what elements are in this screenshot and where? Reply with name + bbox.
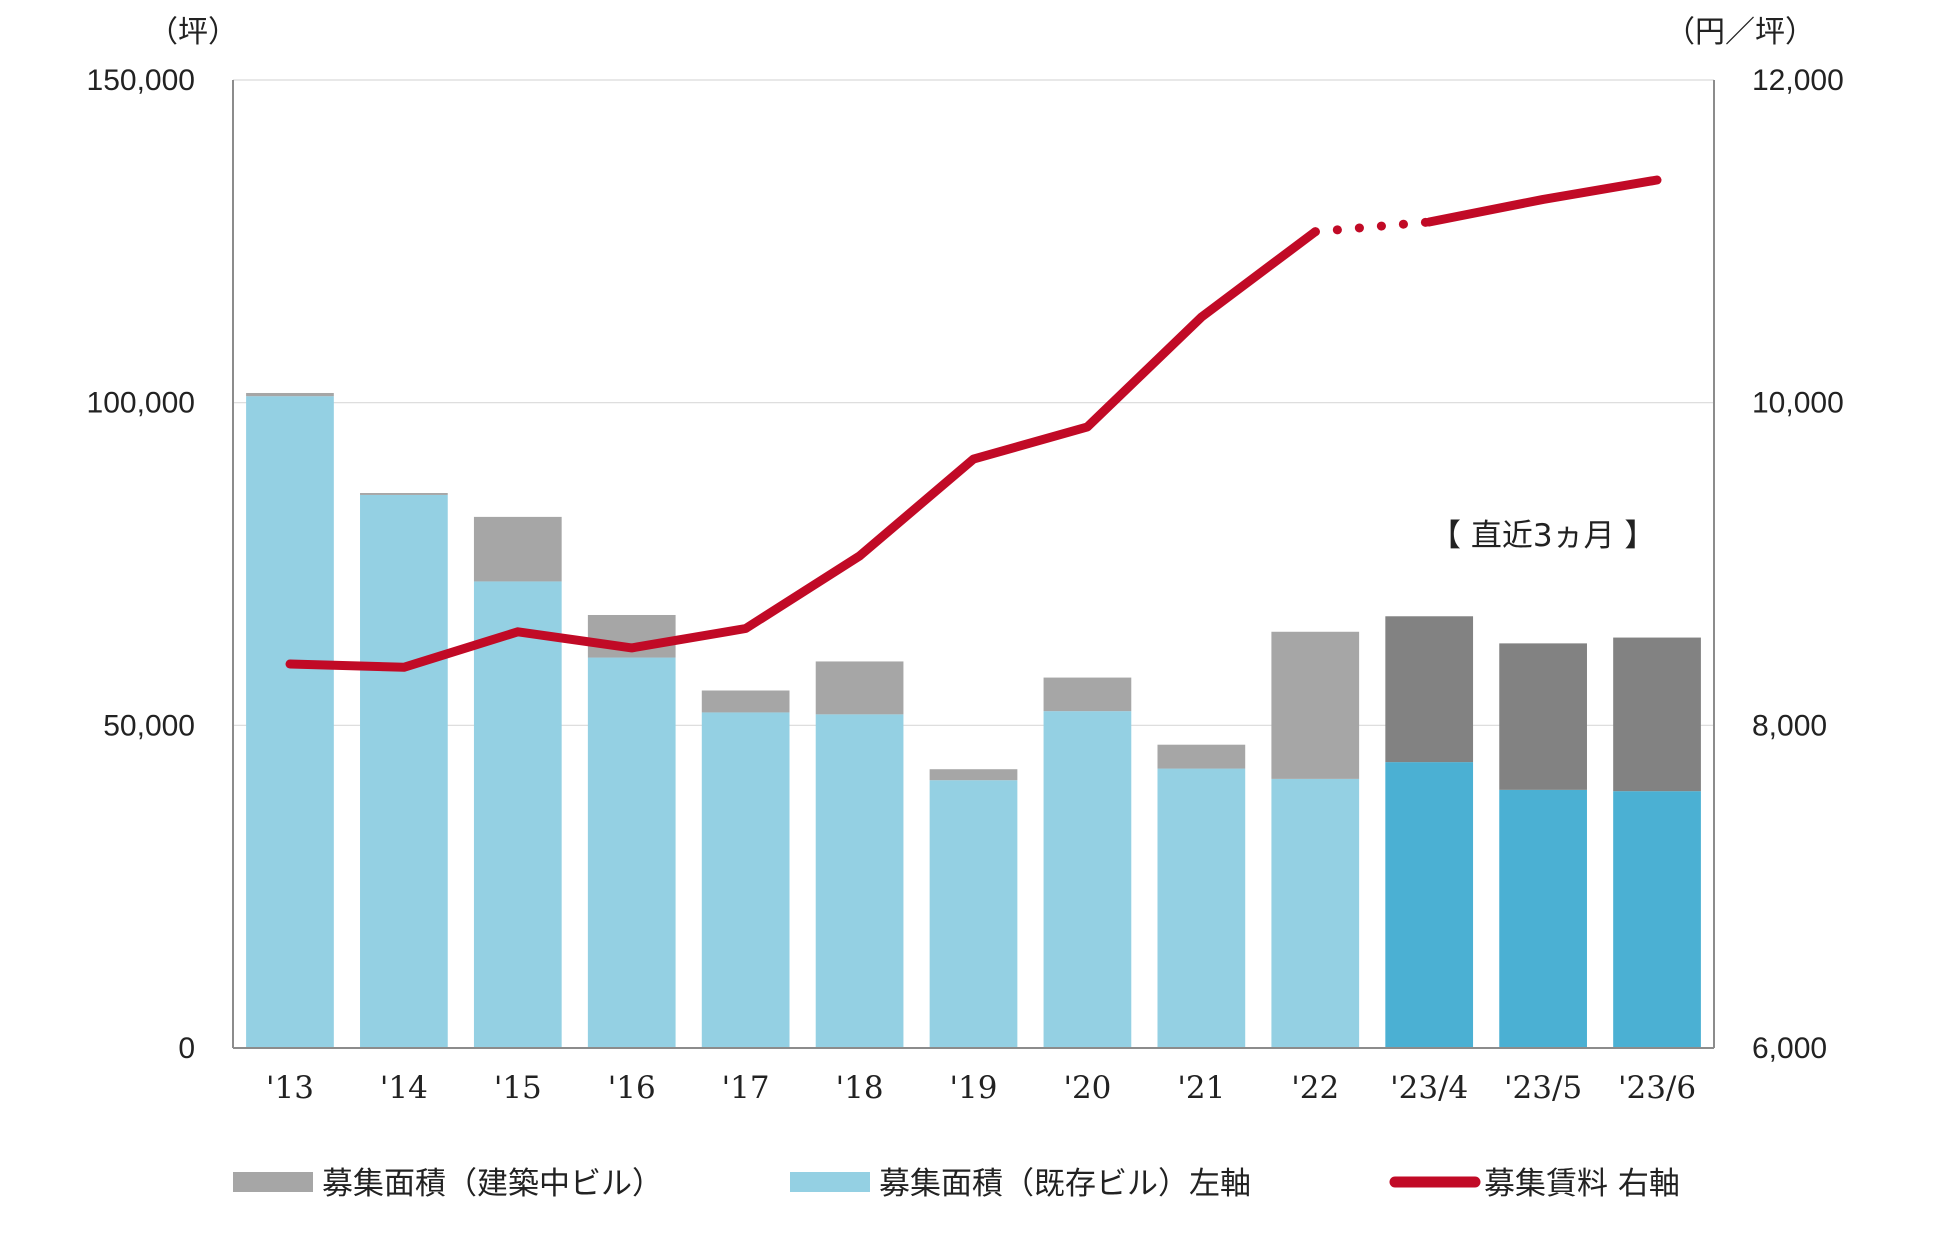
left-tick-label: 100,000 bbox=[87, 387, 195, 420]
x-tick-label: '18 bbox=[836, 1070, 884, 1106]
x-tick-label: '14 bbox=[380, 1070, 428, 1106]
bar-existing bbox=[815, 714, 904, 1048]
left-tick-label: 0 bbox=[178, 1032, 195, 1065]
bar-existing bbox=[1157, 768, 1246, 1048]
bar-existing bbox=[1499, 789, 1587, 1048]
rent-line-recent bbox=[1424, 175, 1662, 227]
bar-existing bbox=[701, 712, 790, 1048]
bar-construction bbox=[360, 493, 448, 495]
bar-existing bbox=[473, 581, 562, 1048]
legend-label-construction: 募集面積（建築中ビル） bbox=[322, 1166, 663, 1202]
right-tick-label: 12,000 bbox=[1752, 64, 1844, 97]
recent-months-annotation: 【 直近3ヵ月 】 bbox=[1430, 518, 1655, 554]
left-tick-label: 150,000 bbox=[87, 64, 195, 97]
bars bbox=[246, 392, 1701, 1048]
bar-construction bbox=[1271, 631, 1360, 779]
bar-construction bbox=[246, 392, 334, 397]
x-tick-label: '13 bbox=[266, 1070, 314, 1106]
right-tick-label: 6,000 bbox=[1752, 1032, 1827, 1065]
x-tick-label: '15 bbox=[494, 1070, 542, 1106]
rent-line bbox=[285, 175, 1662, 672]
right-tick-label: 10,000 bbox=[1752, 387, 1844, 420]
rent-line-annual bbox=[285, 227, 1320, 672]
left-tick-label: 50,000 bbox=[103, 709, 195, 742]
legend: 募集面積（建築中ビル） 募集面積（既存ビル）左軸 募集賃料 右軸 bbox=[233, 1166, 1680, 1202]
x-tick-label: '16 bbox=[608, 1070, 656, 1106]
x-tick-label: '17 bbox=[722, 1070, 770, 1106]
bar-construction bbox=[1499, 643, 1587, 790]
x-tick-label: '19 bbox=[950, 1070, 998, 1106]
bar-construction bbox=[1043, 677, 1132, 712]
bar-existing bbox=[1043, 711, 1132, 1048]
x-tick-label: '20 bbox=[1063, 1070, 1111, 1106]
legend-label-existing: 募集面積（既存ビル）左軸 bbox=[879, 1166, 1251, 1202]
bar-existing bbox=[929, 780, 1018, 1048]
x-tick-label: '23/4 bbox=[1390, 1070, 1468, 1106]
right-tick-label: 8,000 bbox=[1752, 709, 1827, 742]
bar-existing bbox=[360, 494, 448, 1048]
bar-existing bbox=[1613, 791, 1701, 1048]
bar-existing bbox=[1271, 778, 1360, 1048]
x-tick-label: '22 bbox=[1291, 1070, 1339, 1106]
bar-construction bbox=[1613, 637, 1701, 792]
bar-construction bbox=[815, 661, 904, 715]
bar-existing bbox=[1385, 762, 1474, 1048]
rent-line-gap bbox=[1310, 217, 1434, 237]
right-axis-unit: （円／坪） bbox=[1665, 15, 1815, 50]
bar-existing bbox=[587, 657, 676, 1048]
bar-construction bbox=[1157, 744, 1246, 769]
legend-label-rent: 募集賃料 右軸 bbox=[1484, 1166, 1680, 1202]
legend-swatch-existing bbox=[790, 1172, 870, 1192]
legend-swatch-construction bbox=[233, 1172, 313, 1192]
x-tick-label: '21 bbox=[1177, 1070, 1225, 1106]
bar-construction bbox=[929, 769, 1018, 781]
x-tick-label: '23/5 bbox=[1504, 1070, 1582, 1106]
gridlines bbox=[233, 79, 1714, 726]
tick-labels: （坪） （円／坪） 0 50,000 100,000 150,000 6,000 8,00… bbox=[87, 15, 1844, 1106]
bar-existing bbox=[246, 396, 334, 1048]
bar-construction bbox=[473, 516, 562, 582]
bar-construction bbox=[1385, 616, 1474, 763]
left-axis-unit: （坪） bbox=[148, 15, 238, 50]
axes bbox=[232, 80, 1715, 1049]
bar-construction bbox=[701, 690, 790, 713]
x-tick-label: '23/6 bbox=[1618, 1070, 1696, 1106]
